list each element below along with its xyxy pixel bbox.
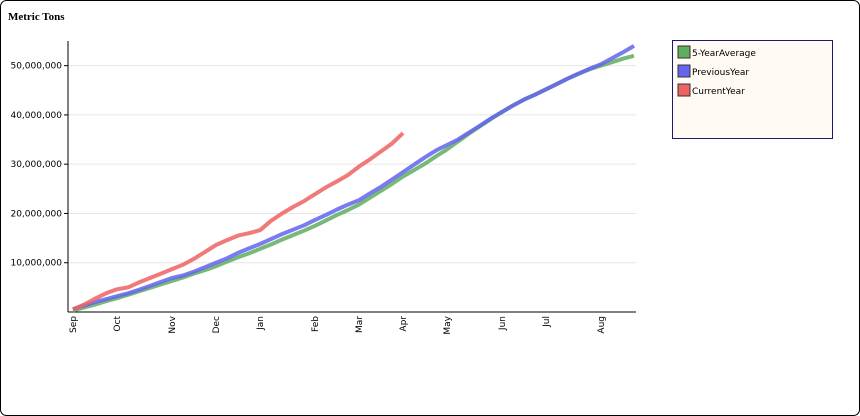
legend: [672, 40, 833, 139]
legend-label: PreviousYear: [692, 68, 749, 78]
x-tick-label: Feb: [311, 316, 321, 332]
x-tick-label: Oct: [113, 316, 123, 332]
x-tick-label: Jan: [256, 316, 266, 331]
y-tick-label: 20,000,000: [10, 209, 62, 219]
legend-label: 5-YearAverage: [692, 49, 756, 59]
x-tick-label: Mar: [355, 316, 365, 333]
legend-swatch: [677, 64, 691, 78]
legend-label: CurrentYear: [692, 87, 745, 97]
x-tick-label: Nov: [168, 315, 178, 333]
x-tick-label: Aug: [597, 316, 607, 334]
y-tick-label: 50,000,000: [10, 62, 62, 72]
x-tick-label: Jul: [542, 316, 552, 328]
y-tick-label: 30,000,000: [10, 160, 62, 170]
x-tick-label: Jun: [498, 316, 508, 331]
y-tick-label: 10,000,000: [10, 259, 62, 269]
series-line: [72, 44, 636, 311]
x-tick-label: May: [443, 315, 453, 334]
y-tick-label: 40,000,000: [10, 111, 62, 121]
legend-swatch: [677, 45, 691, 59]
x-tick-label: Apr: [399, 316, 409, 332]
series-line: [72, 131, 405, 312]
x-tick-label: Dec: [212, 316, 222, 333]
x-tick-label: Sep: [69, 316, 79, 333]
legend-swatch: [677, 83, 691, 97]
y-axis-title: Metric Tons: [8, 11, 65, 23]
